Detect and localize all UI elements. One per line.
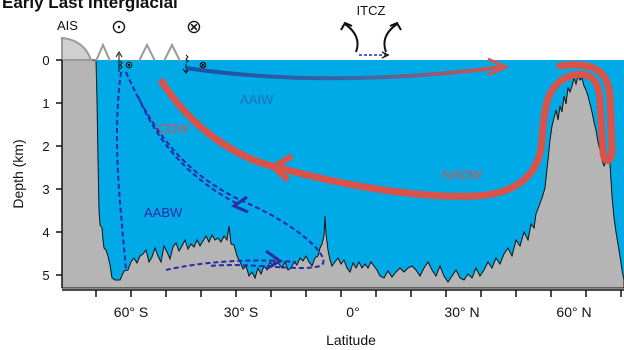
aaiw-label: AAIW bbox=[240, 92, 274, 107]
surface-flux-markers bbox=[115, 51, 207, 74]
nadw-cdw-flow-path bbox=[158, 61, 616, 200]
y-tick-label: 5 bbox=[42, 268, 49, 283]
x-tick-label: 60° S bbox=[114, 304, 148, 320]
aabw-arrowhead-lower bbox=[265, 249, 283, 271]
y-tick-label: 3 bbox=[42, 182, 49, 197]
x-tick-label: 0° bbox=[346, 304, 359, 320]
nadw-label: NADW bbox=[442, 167, 482, 182]
wind-out-of-page-icon: ⊙ bbox=[111, 17, 127, 38]
x-axis: 60° S 30° S 0° 30° N 60° N Latitude bbox=[62, 289, 624, 348]
sea-ice-triangle bbox=[163, 42, 181, 62]
ais-label: AIS bbox=[57, 18, 78, 33]
seafloor-bathymetry bbox=[61, 59, 624, 289]
aabw-label: AABW bbox=[144, 205, 183, 220]
wind-into-page-icon: ⊗ bbox=[186, 17, 202, 38]
aabw-arrowhead-upper bbox=[230, 195, 249, 214]
y-tick-label: 4 bbox=[42, 225, 49, 240]
y-tick-label: 2 bbox=[42, 139, 49, 154]
y-axis: 0 1 2 3 4 5 Depth (km) bbox=[10, 53, 63, 288]
x-axis-title: Latitude bbox=[326, 332, 376, 348]
itcz-label: ITCZ bbox=[357, 3, 386, 18]
y-tick-label: 0 bbox=[42, 53, 49, 68]
sea-ice-triangle bbox=[95, 42, 111, 62]
antarctic-ice-sheet bbox=[61, 36, 93, 61]
y-tick-label: 1 bbox=[42, 96, 49, 111]
x-tick-label: 60° N bbox=[556, 304, 591, 320]
x-tick-label: 30° S bbox=[224, 304, 258, 320]
aaiw-arrowhead bbox=[487, 57, 510, 77]
y-axis-title: Depth (km) bbox=[10, 139, 26, 208]
aaiw-flow-path bbox=[185, 65, 503, 81]
cdw-arrowhead bbox=[271, 153, 294, 183]
diagram-title: Early Last Interglacial bbox=[2, 0, 178, 12]
itcz-convection-icon bbox=[340, 21, 402, 59]
sea-ice-triangle bbox=[138, 42, 156, 62]
cdw-label: CDW bbox=[158, 121, 190, 136]
x-tick-label: 30° N bbox=[444, 304, 479, 320]
